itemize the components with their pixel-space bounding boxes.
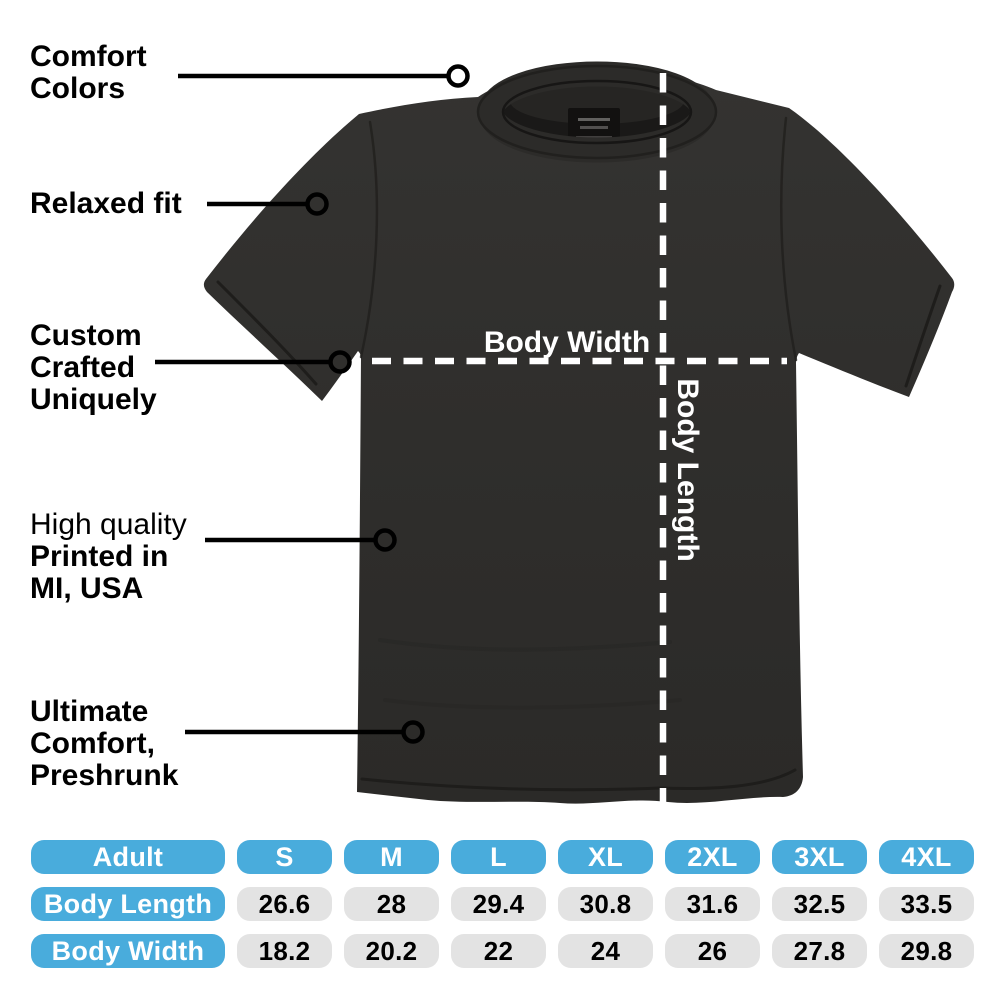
size-table-header-s: S	[237, 840, 332, 874]
callout-text-line: MI, USA	[30, 572, 144, 605]
size-value-cell: 31.6	[665, 887, 760, 921]
callout-text-line: Ultimate	[30, 695, 149, 728]
size-value-cell: 28	[344, 887, 439, 921]
body-width-label: Body Width	[484, 326, 650, 359]
shirt-seams	[216, 116, 942, 792]
callout-leaders	[155, 64, 470, 744]
callout-text-line: Relaxed fit	[30, 187, 182, 220]
callout-dot-ultimate-comfort	[401, 720, 425, 744]
size-value-cell: 29.8	[879, 934, 974, 968]
callout-comfort-colors: Comfort Colors	[30, 41, 147, 105]
callout-printed-in-usa: High quality Printed in MI, USA	[30, 509, 187, 605]
size-value-cell: 29.4	[451, 887, 546, 921]
size-table: Adult S M L XL 2XL 3XL 4XL Body Length 2…	[31, 840, 974, 968]
size-table-header-m: M	[344, 840, 439, 874]
callout-text-line: High quality	[30, 508, 187, 541]
size-value-cell: 30.8	[558, 887, 653, 921]
size-table-header-l: L	[451, 840, 546, 874]
size-table-header-4xl: 4XL	[879, 840, 974, 874]
callout-text-line: Custom	[30, 319, 142, 352]
size-value-cell: 32.5	[772, 887, 867, 921]
callout-custom-crafted: Custom Crafted Uniquely	[30, 320, 157, 416]
callout-dot-comfort-colors	[446, 64, 470, 88]
size-value-cell: 26.6	[237, 887, 332, 921]
size-value-cell: 33.5	[879, 887, 974, 921]
callout-dot-custom-crafted	[328, 350, 352, 374]
size-value-cell: 22	[451, 934, 546, 968]
size-value-cell: 20.2	[344, 934, 439, 968]
callout-dot-relaxed-fit	[305, 192, 329, 216]
size-table-row-label-body-width: Body Width	[31, 934, 225, 968]
callout-text-line: Printed in	[30, 540, 169, 573]
callout-text-line: Colors	[30, 72, 126, 105]
size-table-header-2xl: 2XL	[665, 840, 760, 874]
callout-text-line: Comfort,	[30, 727, 155, 760]
size-value-cell: 27.8	[772, 934, 867, 968]
tshirt-body	[203, 68, 955, 804]
callout-dot-printed-in-usa	[373, 528, 397, 552]
size-table-header-xl: XL	[558, 840, 653, 874]
callout-relaxed-fit: Relaxed fit	[30, 188, 182, 220]
size-value-cell: 24	[558, 934, 653, 968]
callout-text-line: Uniquely	[30, 383, 157, 416]
size-table-header-3xl: 3XL	[772, 840, 867, 874]
callout-text-line: Preshrunk	[30, 759, 179, 792]
callout-text-line: Comfort	[30, 40, 147, 73]
size-table-row-label-body-length: Body Length	[31, 887, 225, 921]
size-value-cell: 18.2	[237, 934, 332, 968]
callout-text-line: Crafted	[30, 351, 136, 384]
body-length-label: Body Length	[671, 378, 704, 561]
collar-band	[476, 61, 718, 163]
size-value-cell: 26	[665, 934, 760, 968]
size-table-header-adult: Adult	[31, 840, 225, 874]
callout-ultimate-comfort: Ultimate Comfort, Preshrunk	[30, 696, 178, 792]
